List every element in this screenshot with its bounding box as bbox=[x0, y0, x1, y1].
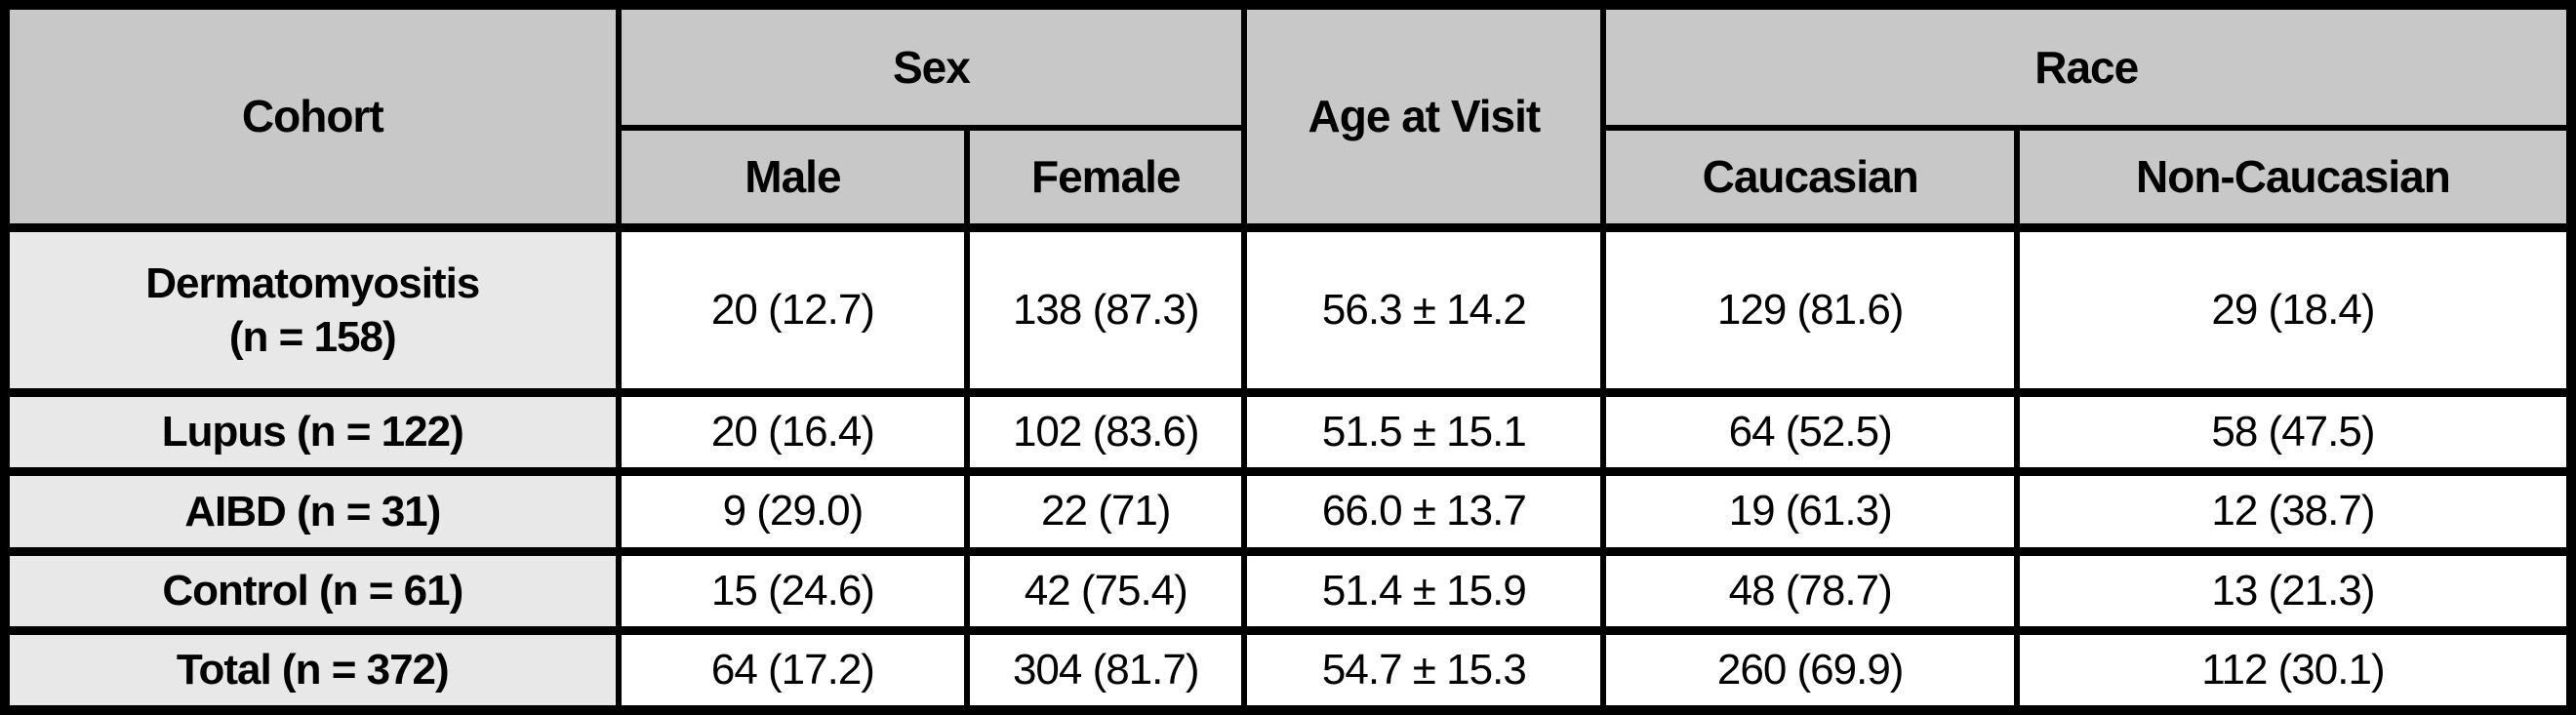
col-header-cohort: Cohort bbox=[2, 2, 622, 230]
cell-male: 20 (16.4) bbox=[615, 387, 971, 475]
cell-caucasian: 260 (69.9) bbox=[1600, 625, 2020, 713]
row-label-total: Total (n = 372) bbox=[2, 625, 622, 713]
table-row-dermatomyositis: Dermatomyositis (n = 158) 20 (12.7) 138 … bbox=[2, 222, 2575, 396]
header-row-subcolumns: Male Female Caucasian Non-Caucasian bbox=[5, 125, 2575, 230]
table-row-lupus: Lupus (n = 122) 20 (16.4) 102 (83.6) 51.… bbox=[2, 387, 2575, 475]
cell-male: 20 (12.7) bbox=[615, 222, 971, 396]
cell-age: 56.3 ± 14.2 bbox=[1241, 222, 1607, 396]
col-header-caucasian: Caucasian bbox=[1600, 125, 2020, 230]
table-row-aibd: AIBD (n = 31) 9 (29.0) 22 (71) 66.0 ± 13… bbox=[2, 467, 2575, 555]
header-row-groups: Cohort Sex Age at Visit Race bbox=[2, 2, 2574, 230]
cell-caucasian: 64 (52.5) bbox=[1600, 387, 2020, 475]
cell-caucasian: 48 (78.7) bbox=[1600, 546, 2020, 634]
col-header-non-caucasian: Non-Caucasian bbox=[2013, 125, 2575, 230]
cell-non-caucasian: 12 (38.7) bbox=[2013, 467, 2575, 555]
cell-non-caucasian: 58 (47.5) bbox=[2013, 387, 2575, 475]
cell-age: 51.5 ± 15.1 bbox=[1241, 387, 1607, 475]
cell-female: 42 (75.4) bbox=[964, 546, 1248, 634]
col-group-header-race: Race bbox=[1600, 2, 2574, 131]
row-label-lupus: Lupus (n = 122) bbox=[2, 387, 622, 475]
col-group-header-sex: Sex bbox=[615, 2, 1248, 131]
cell-male: 9 (29.0) bbox=[615, 467, 971, 555]
row-label-aibd: AIBD (n = 31) bbox=[2, 467, 622, 555]
cell-non-caucasian: 112 (30.1) bbox=[2013, 625, 2575, 713]
cell-age: 66.0 ± 13.7 bbox=[1241, 467, 1607, 555]
cell-caucasian: 129 (81.6) bbox=[1600, 222, 2020, 396]
cell-non-caucasian: 29 (18.4) bbox=[2013, 222, 2575, 396]
col-header-age-at-visit: Age at Visit bbox=[1241, 2, 1607, 230]
cell-male: 64 (17.2) bbox=[615, 625, 971, 713]
cell-age: 54.7 ± 15.3 bbox=[1241, 625, 1607, 713]
row-label-dermatomyositis: Dermatomyositis (n = 158) bbox=[2, 222, 622, 396]
cell-female: 138 (87.3) bbox=[964, 222, 1248, 396]
cell-male: 15 (24.6) bbox=[615, 546, 971, 634]
col-header-female: Female bbox=[964, 125, 1248, 230]
cell-female: 22 (71) bbox=[964, 467, 1248, 555]
table-row-control: Control (n = 61) 15 (24.6) 42 (75.4) 51.… bbox=[2, 546, 2575, 634]
cell-age: 51.4 ± 15.9 bbox=[1241, 546, 1607, 634]
cell-non-caucasian: 13 (21.3) bbox=[2013, 546, 2575, 634]
cell-female: 102 (83.6) bbox=[964, 387, 1248, 475]
row-label-control: Control (n = 61) bbox=[2, 546, 622, 634]
cell-caucasian: 19 (61.3) bbox=[1600, 467, 2020, 555]
table-row-total: Total (n = 372) 64 (17.2) 304 (81.7) 54.… bbox=[2, 625, 2575, 713]
cell-female: 304 (81.7) bbox=[964, 625, 1248, 713]
col-header-male: Male bbox=[615, 125, 971, 230]
